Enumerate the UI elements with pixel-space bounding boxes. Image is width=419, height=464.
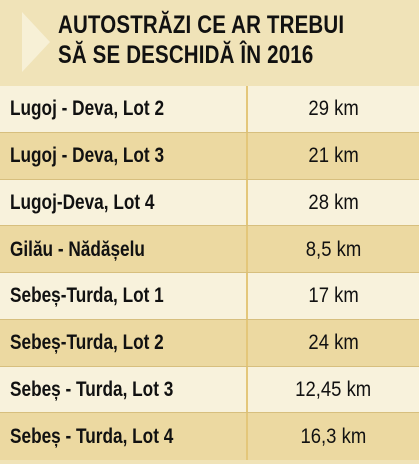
table-row: Lugoj - Deva, Lot 3 21 km [0,132,419,180]
table-row: Lugoj - Deva, Lot 2 29 km [0,86,419,133]
column-divider [246,179,248,227]
segment-name: Sebeș - Turda, Lot 4 [10,424,174,448]
segment-name: Lugoj-Deva, Lot 4 [10,190,155,214]
segment-length: 8,5 km [305,237,362,261]
segment-name: Lugoj - Deva, Lot 2 [10,97,165,121]
table-row: Sebeș - Turda, Lot 3 12,45 km [0,366,419,414]
column-divider [246,366,248,414]
segment-name: Sebeș-Turda, Lot 1 [10,284,164,308]
segment-length: 24 km [308,331,359,355]
segment-length: 21 km [308,144,359,168]
segment-length: 17 km [308,284,359,308]
segment-length: 16,3 km [300,424,367,448]
title-line-2: SĂ SE DESCHIDĂ ÎN 2016 [58,41,314,69]
column-divider [246,319,248,367]
segment-length: 12,45 km [295,377,372,401]
segment-name: Sebeș-Turda, Lot 2 [10,331,164,355]
row-divider [0,365,419,367]
segment-length: 28 km [308,190,359,214]
table-row: Sebeș-Turda, Lot 2 24 km [0,319,419,367]
column-divider [246,226,248,273]
column-divider [246,132,248,180]
table-row: Gilău - Nădășelu 8,5 km [0,226,419,273]
column-divider [246,86,248,133]
segment-name: Gilău - Nădășelu [10,237,145,261]
segment-length: 29 km [308,97,359,121]
row-divider [0,272,419,273]
row-divider [0,318,419,320]
page-title: AUTOSTRĂZI CE AR TREBUI SĂ SE DESCHIDĂ Î… [58,10,345,70]
table-row: Sebeș-Turda, Lot 1 17 km [0,273,419,320]
arrow-triangle-icon [22,12,50,72]
segment-name: Lugoj - Deva, Lot 3 [10,144,165,168]
table-row: Lugoj-Deva, Lot 4 28 km [0,179,419,227]
column-divider [246,273,248,320]
title-line-1: AUTOSTRĂZI CE AR TREBUI [58,11,345,39]
header: AUTOSTRĂZI CE AR TREBUI SĂ SE DESCHIDĂ Î… [0,0,419,85]
row-divider [0,178,419,180]
table-row: Sebeș - Turda, Lot 4 16,3 km [0,413,419,460]
segment-name: Sebeș - Turda, Lot 3 [10,377,174,401]
row-divider [0,225,419,227]
row-divider [0,131,419,133]
row-divider [0,412,419,414]
highway-table: Lugoj - Deva, Lot 2 29 km Lugoj - Deva, … [0,86,419,460]
column-divider [246,413,248,460]
